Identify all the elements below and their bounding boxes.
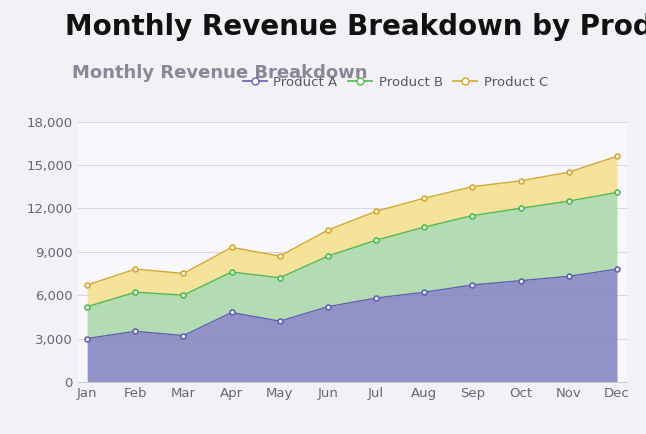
Legend: Product A, Product B, Product C: Product A, Product B, Product C: [238, 71, 553, 94]
Text: Monthly Revenue Breakdown by Product: Monthly Revenue Breakdown by Product: [65, 13, 646, 41]
Text: Monthly Revenue Breakdown: Monthly Revenue Breakdown: [72, 64, 368, 82]
